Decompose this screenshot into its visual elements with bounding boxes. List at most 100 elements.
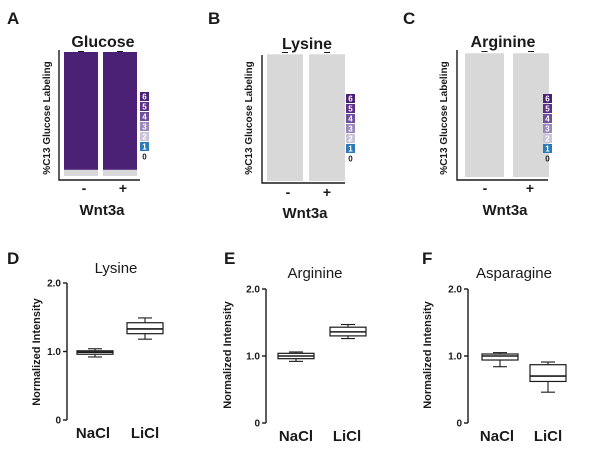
panel-letter-c: C (403, 9, 415, 28)
legend-swatch-a-m6 (140, 92, 149, 101)
y-tick-label-d-0: 0 (55, 416, 61, 427)
y-tick-label-e-1: 1.0 (246, 352, 260, 363)
x-axis-label-c: Wnt3a (483, 202, 529, 219)
bar-b-minus-m0 (267, 54, 303, 181)
y-axis-label-b: %C13 Glucose Labeling (244, 61, 255, 174)
legend-swatch-a-m3 (140, 122, 149, 131)
legend-label-a-m6: 6 (142, 93, 147, 102)
x-axis-label-a: Wnt3a (80, 202, 126, 219)
legend-swatch-c-m2 (543, 134, 552, 143)
legend-label-a-m4: 4 (142, 113, 147, 122)
y-axis-label-c: %C13 Glucose Labeling (439, 61, 450, 174)
y-tick-label-f-1: 1.0 (448, 352, 462, 363)
bar-a-minus-m6 (64, 52, 98, 170)
legend-swatch-b-m4 (346, 114, 355, 123)
axis-lines-b (261, 55, 345, 184)
x-tick-label-e-licl: LiCl (333, 428, 361, 445)
x-tick-label-b-minus: - (286, 184, 291, 200)
legend-swatch-c-m3 (543, 124, 552, 133)
axis-lines-a (58, 50, 140, 181)
legend-label-b-m3: 3 (348, 125, 353, 134)
bar-a-plus-m0 (103, 169, 137, 176)
panel-letter-a: A (7, 9, 19, 28)
bar-a-minus-m0 (64, 169, 98, 176)
x-tick-label-f-licl: LiCl (534, 428, 562, 445)
y-tick-label-f-0: 0 (456, 419, 462, 430)
chart-title-c: Arginine (471, 34, 536, 51)
panel-c: C Arginine %C13 Glucose Labeling 6543210… (403, 9, 552, 219)
legend-swatch-b-m5 (346, 104, 355, 113)
box-f-licl (529, 364, 567, 383)
legend-label-c-m4: 4 (545, 115, 550, 124)
plot-area-a (64, 51, 137, 176)
legend-label-b-m6: 6 (348, 95, 353, 104)
plot-area-c (465, 51, 549, 177)
legend-label-b-m0: 0 (348, 155, 353, 164)
legend-swatch-c-m6 (543, 94, 552, 103)
x-tick-label-b-plus: + (323, 184, 331, 200)
legend-label-a-m0: 0 (142, 153, 147, 162)
x-tick-label-a-minus: - (82, 180, 87, 196)
x-tick-label-c-minus: - (483, 180, 488, 196)
legend-label-c-m2: 2 (545, 135, 550, 144)
x-axis-label-b: Wnt3a (283, 205, 329, 222)
chart-title-a: Glucose (71, 34, 134, 51)
plot-area-f: 0 1.0 2.0 (448, 285, 567, 430)
y-tick-label-d-2: 2.0 (47, 279, 61, 290)
legend-label-c-m5: 5 (545, 105, 550, 114)
y-tick-label-f-2: 2.0 (448, 285, 462, 296)
bar-b-plus-m0 (309, 54, 345, 181)
panel-letter-d: D (7, 249, 19, 268)
panel-a: A Glucose %C13 Glucose Labeling 6543210 … (7, 9, 149, 219)
legend-swatch-b-m1 (346, 144, 355, 153)
legend-label-a-m3: 3 (142, 123, 147, 132)
legend-label-a-m2: 2 (142, 133, 147, 142)
box-f-nacl (481, 353, 519, 361)
x-tick-label-e-nacl: NaCl (279, 428, 313, 445)
legend-swatch-a-m4 (140, 112, 149, 121)
panel-letter-e: E (224, 249, 235, 268)
bar-a-plus-m6 (103, 52, 137, 170)
y-tick-label-d-1: 1.0 (47, 347, 61, 358)
legend-swatch-b-m2 (346, 134, 355, 143)
x-tick-label-f-nacl: NaCl (480, 428, 514, 445)
legend-label-a-m1: 1 (142, 143, 147, 152)
legend-label-b-m5: 5 (348, 105, 353, 114)
x-tick-label-d-nacl: NaCl (76, 425, 110, 442)
legend-swatch-c-m5 (543, 104, 552, 113)
panel-f: F Asparagine Normalized Intensity 0 1.0 2.… (422, 249, 567, 445)
legend-swatch-a-m2 (140, 132, 149, 141)
legend-label-c-m1: 1 (545, 145, 550, 154)
axis-lines-c (456, 50, 548, 181)
panel-letter-f: F (422, 249, 432, 268)
plot-area-e: 0 1.0 2.0 (246, 285, 367, 430)
panel-d: D Lysine Normalized Intensity 0 1.0 2.0 Na… (7, 249, 164, 442)
legend-label-c-m0: 0 (545, 155, 550, 164)
legend-label-c-m6: 6 (545, 95, 550, 104)
plot-area-b (267, 52, 345, 181)
legend-swatch-a-m5 (140, 102, 149, 111)
y-tick-label-e-0: 0 (254, 419, 260, 430)
y-tick-label-e-2: 2.0 (246, 285, 260, 296)
x-tick-label-c-plus: + (526, 180, 534, 196)
y-axis-label-f: Normalized Intensity (422, 300, 434, 408)
panel-letter-b: B (208, 9, 220, 28)
legend-label-b-m1: 1 (348, 145, 353, 154)
legend-label-b-m2: 2 (348, 135, 353, 144)
x-tick-label-d-licl: LiCl (131, 425, 159, 442)
y-axis-label-d: Normalized Intensity (31, 297, 43, 405)
chart-title-d: Lysine (95, 260, 138, 277)
legend-label-a-m5: 5 (142, 103, 147, 112)
y-axis-label-a: %C13 Glucose Labeling (42, 61, 53, 174)
legend-label-c-m3: 3 (545, 125, 550, 134)
x-tick-label-a-plus: + (119, 180, 127, 196)
plot-area-d: 0 1.0 2.0 (47, 279, 164, 427)
legend-swatch-c-m4 (543, 114, 552, 123)
legend-label-b-m4: 4 (348, 115, 353, 124)
legend-swatch-c-m1 (543, 144, 552, 153)
